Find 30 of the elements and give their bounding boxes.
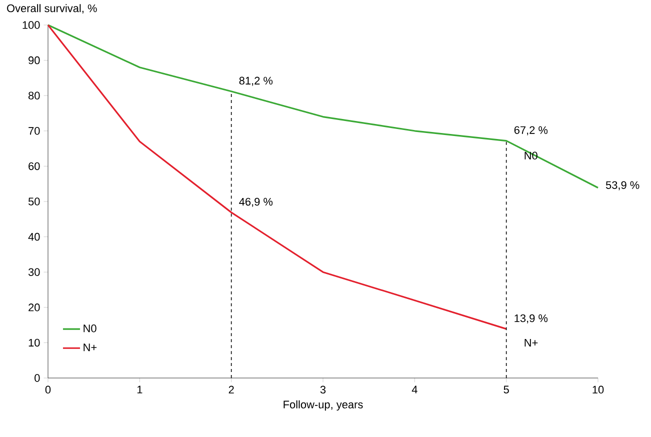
x-tick-label: 10 bbox=[592, 386, 604, 394]
y-tick-label: 30 bbox=[28, 268, 40, 276]
data-label: 81,2 % bbox=[239, 76, 273, 86]
y-tick-label: 40 bbox=[28, 232, 40, 241]
data-label: 13,9 % bbox=[514, 314, 548, 324]
x-axis-title: Follow-up, years bbox=[284, 400, 363, 411]
y-tick-label: 60 bbox=[28, 162, 40, 170]
legend-label: N0 bbox=[84, 324, 96, 332]
y-tick-label: 100 bbox=[22, 21, 40, 29]
data-label: 67,2 % bbox=[514, 126, 548, 136]
data-label: 46,9 % bbox=[239, 198, 273, 207]
legend-label: N+ bbox=[84, 344, 97, 352]
x-tick-label: 5 bbox=[504, 386, 509, 394]
x-tick-label: 2 bbox=[228, 386, 234, 394]
x-tick-label: 0 bbox=[45, 386, 51, 394]
annotation: N+ bbox=[524, 338, 538, 346]
x-tick-label: 4 bbox=[412, 386, 418, 394]
y-tick-label: 50 bbox=[28, 198, 40, 206]
y-tick-label: 10 bbox=[28, 338, 40, 347]
y-tick-label: 0 bbox=[34, 374, 40, 382]
line-series bbox=[47, 24, 599, 189]
y-tick-label: 70 bbox=[28, 127, 40, 135]
annotation: N0 bbox=[524, 152, 538, 160]
x-tick-label: 1 bbox=[137, 386, 142, 394]
data-label: 53,9 % bbox=[606, 181, 640, 190]
y-tick-label: 80 bbox=[28, 92, 40, 100]
y-tick-label: 20 bbox=[28, 304, 40, 312]
y-tick-label: 90 bbox=[28, 56, 40, 64]
y-axis-title: Overall survival, % bbox=[7, 4, 97, 14]
x-tick-label: 3 bbox=[320, 386, 326, 394]
